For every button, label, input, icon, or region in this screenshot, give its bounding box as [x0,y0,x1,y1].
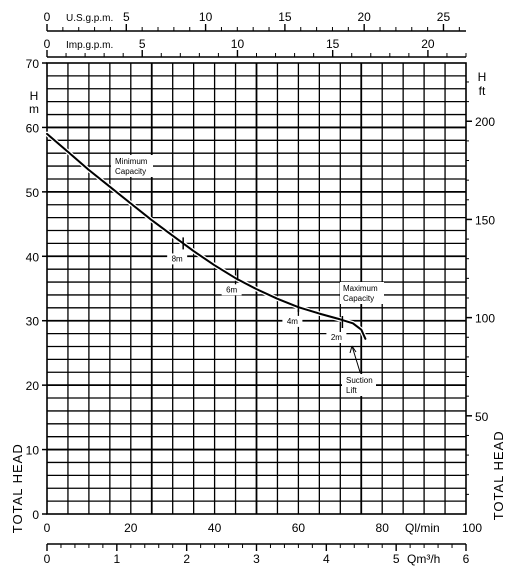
grid [47,63,466,514]
left-unit-h: H [30,89,39,103]
top-us-tick-label: 25 [437,10,451,24]
bottom-ql-tick-label: 100 [462,521,482,535]
left-tick-label: 50 [26,186,40,200]
suction-lift-label-1: Suction [346,376,373,385]
top-us-tick-label: 10 [199,10,213,24]
suction-mark-label: 8m [172,254,183,263]
left-tick-label: 60 [26,121,40,135]
bottom-m3h-tick-label: 1 [113,552,120,566]
plot-border [46,62,467,515]
right-unit-ft: ft [479,84,486,98]
suction-mark-bg [326,332,347,344]
right-unit-h: H [478,70,487,84]
left-tick-label: 10 [26,444,40,458]
top-imp-tick-label: 0 [44,37,51,51]
top-us-title: U.S.g.p.m. [66,13,113,24]
bottom-m3h-tick-label: 6 [463,552,470,566]
suction-mark-label: 2m [331,333,342,342]
left-axis-title: TOTAL HEAD [10,443,25,533]
bottom-ql-tick-label: 20 [124,521,138,535]
bottom-m3h-title: Qm³/h [407,552,440,566]
right-tick-label: 150 [475,213,495,227]
suction-lift-bg [342,374,376,396]
plot-frame [46,62,467,515]
bottom-ql-tick-label: 80 [376,521,390,535]
bottom-ql-title: Ql/min [405,521,440,535]
left-tick-label: 20 [26,379,40,393]
annotations: MinimumCapacityMaximumCapacitySuctionLif… [111,155,384,396]
left-tick-label: 0 [32,508,39,522]
top-imp-tick-label: 20 [421,37,435,51]
top-us-tick-label: 20 [358,10,372,24]
bottom-m3h-tick-label: 5 [393,552,400,566]
bottom-ql-tick-label: 0 [44,521,51,535]
top-us-tick-label: 5 [123,10,130,24]
suction-mark-bg [221,284,242,296]
top-imp-tick-label: 5 [139,37,146,51]
suction-lift-arrow [351,345,361,373]
left-tick-label: 30 [26,315,40,329]
suction-mark-label: 6m [226,285,237,294]
min-capacity-label-1: Minimum [115,157,148,166]
max-capacity-label-1: Maximum [343,284,378,293]
suction-lift-label-2: Lift [346,386,357,395]
min-capacity-label-2: Capacity [115,167,146,176]
bottom-m3h-tick-label: 4 [323,552,330,566]
right-tick-label: 100 [475,312,495,326]
bottom-ql-tick-label: 60 [292,521,306,535]
suction-lift-arrowhead [349,345,357,354]
left-tick-label: 40 [26,250,40,264]
top-imp-tick-label: 15 [326,37,340,51]
max-capacity-bg [340,282,384,304]
top-imp-tick-label: 10 [231,37,245,51]
suction-mark-bg [282,315,303,327]
left-unit-m: m [29,102,39,116]
right-axis-title: TOTAL HEAD [491,430,506,520]
max-capacity-label-2: Capacity [343,294,374,303]
top-imp-title: Imp.g.p.m. [66,40,113,51]
bottom-m3h-tick-label: 0 [44,552,51,566]
right-tick-label: 50 [475,410,489,424]
suction-mark-label: 4m [287,317,298,326]
min-capacity-bg [111,155,153,177]
bottom-ql-tick-label: 40 [208,521,222,535]
bottom-m3h-tick-label: 2 [183,552,190,566]
left-tick-label: 70 [26,57,40,71]
bottom-m3h-tick-label: 3 [253,552,260,566]
top-us-tick-label: 15 [278,10,292,24]
top-us-tick-label: 0 [44,10,51,24]
right-tick-label: 200 [475,115,495,129]
suction-mark-bg [167,253,188,265]
